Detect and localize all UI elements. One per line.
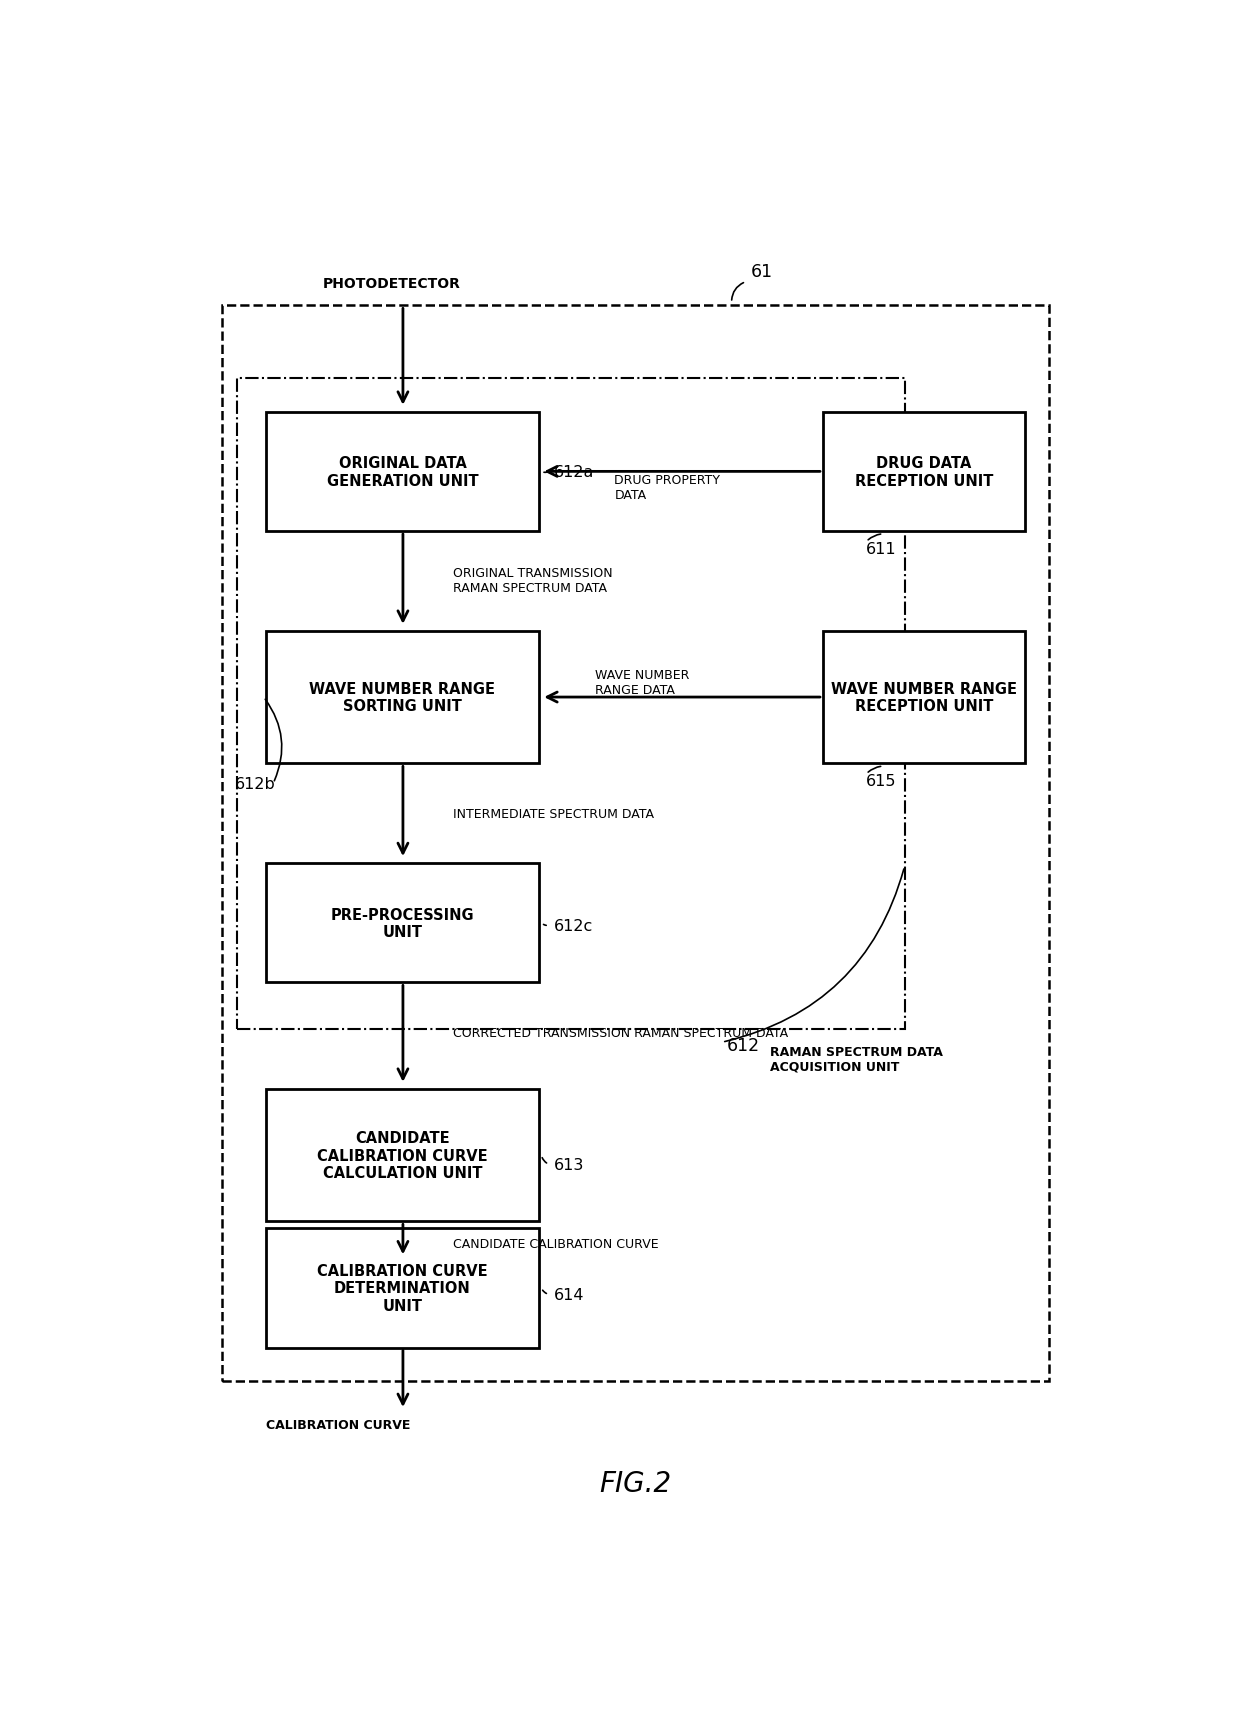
Bar [823, 412, 1024, 532]
Text: CORRECTED TRANSMISSION RAMAN SPECTRUM DATA: CORRECTED TRANSMISSION RAMAN SPECTRUM DA… [453, 1027, 789, 1039]
Bar [222, 307, 1049, 1380]
Text: ORIGINAL TRANSMISSION
RAMAN SPECTRUM DATA: ORIGINAL TRANSMISSION RAMAN SPECTRUM DAT… [453, 567, 613, 594]
Text: 615: 615 [866, 774, 897, 789]
Text: FIG.2: FIG.2 [599, 1470, 672, 1497]
Bar [265, 631, 539, 763]
Text: WAVE NUMBER RANGE
SORTING UNIT: WAVE NUMBER RANGE SORTING UNIT [310, 682, 496, 713]
Text: WAVE NUMBER RANGE
RECEPTION UNIT: WAVE NUMBER RANGE RECEPTION UNIT [831, 682, 1017, 713]
Text: 61: 61 [751, 264, 773, 281]
Text: INTERMEDIATE SPECTRUM DATA: INTERMEDIATE SPECTRUM DATA [453, 808, 653, 820]
Text: PRE-PROCESSING
UNIT: PRE-PROCESSING UNIT [331, 906, 474, 939]
Bar [823, 631, 1024, 763]
Text: CANDIDATE CALIBRATION CURVE: CANDIDATE CALIBRATION CURVE [453, 1237, 658, 1251]
Text: CALIBRATION CURVE
DETERMINATION
UNIT: CALIBRATION CURVE DETERMINATION UNIT [317, 1263, 487, 1313]
Bar [265, 1228, 539, 1347]
Text: RAMAN SPECTRUM DATA
ACQUISITION UNIT: RAMAN SPECTRUM DATA ACQUISITION UNIT [770, 1046, 942, 1073]
Text: WAVE NUMBER
RANGE DATA: WAVE NUMBER RANGE DATA [595, 669, 689, 698]
Text: 613: 613 [554, 1158, 584, 1172]
Text: 612c: 612c [554, 918, 593, 934]
Text: 614: 614 [554, 1287, 584, 1303]
Text: 612: 612 [727, 1036, 760, 1054]
Text: DRUG PROPERTY
DATA: DRUG PROPERTY DATA [614, 474, 720, 501]
Bar [265, 863, 539, 982]
Text: 612a: 612a [554, 465, 594, 479]
Text: DRUG DATA
RECEPTION UNIT: DRUG DATA RECEPTION UNIT [854, 457, 993, 488]
Text: 611: 611 [866, 541, 897, 557]
Text: 612b: 612b [234, 777, 275, 791]
Bar [237, 379, 904, 1029]
Text: PHOTODETECTOR: PHOTODETECTOR [324, 277, 461, 291]
Bar [265, 412, 539, 532]
Bar [265, 1089, 539, 1222]
Text: CANDIDATE
CALIBRATION CURVE
CALCULATION UNIT: CANDIDATE CALIBRATION CURVE CALCULATION … [317, 1130, 487, 1180]
Text: ORIGINAL DATA
GENERATION UNIT: ORIGINAL DATA GENERATION UNIT [326, 457, 479, 488]
Text: CALIBRATION CURVE: CALIBRATION CURVE [265, 1418, 410, 1432]
